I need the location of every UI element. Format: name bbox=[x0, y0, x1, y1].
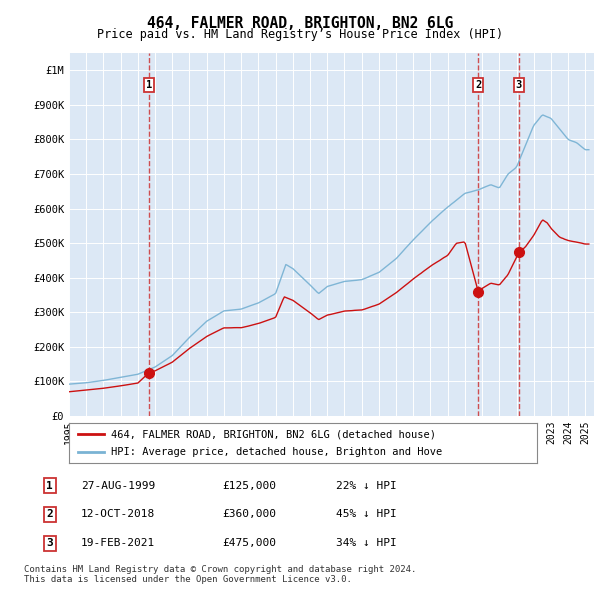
Text: 45% ↓ HPI: 45% ↓ HPI bbox=[336, 510, 397, 519]
Text: £360,000: £360,000 bbox=[222, 510, 276, 519]
Text: 1: 1 bbox=[46, 481, 53, 490]
Text: 27-AUG-1999: 27-AUG-1999 bbox=[81, 481, 155, 490]
Text: 2: 2 bbox=[46, 510, 53, 519]
Text: 19-FEB-2021: 19-FEB-2021 bbox=[81, 539, 155, 548]
Text: £125,000: £125,000 bbox=[222, 481, 276, 490]
Text: 34% ↓ HPI: 34% ↓ HPI bbox=[336, 539, 397, 548]
Text: HPI: Average price, detached house, Brighton and Hove: HPI: Average price, detached house, Brig… bbox=[111, 447, 442, 457]
Text: Price paid vs. HM Land Registry’s House Price Index (HPI): Price paid vs. HM Land Registry’s House … bbox=[97, 28, 503, 41]
Text: £475,000: £475,000 bbox=[222, 539, 276, 548]
Text: 1: 1 bbox=[146, 80, 152, 90]
Text: 464, FALMER ROAD, BRIGHTON, BN2 6LG (detached house): 464, FALMER ROAD, BRIGHTON, BN2 6LG (det… bbox=[111, 430, 436, 440]
Text: 3: 3 bbox=[46, 539, 53, 548]
Text: 2: 2 bbox=[475, 80, 481, 90]
Text: 22% ↓ HPI: 22% ↓ HPI bbox=[336, 481, 397, 490]
Text: 464, FALMER ROAD, BRIGHTON, BN2 6LG: 464, FALMER ROAD, BRIGHTON, BN2 6LG bbox=[147, 16, 453, 31]
Text: Contains HM Land Registry data © Crown copyright and database right 2024.
This d: Contains HM Land Registry data © Crown c… bbox=[24, 565, 416, 584]
Text: 12-OCT-2018: 12-OCT-2018 bbox=[81, 510, 155, 519]
Text: 3: 3 bbox=[515, 80, 522, 90]
